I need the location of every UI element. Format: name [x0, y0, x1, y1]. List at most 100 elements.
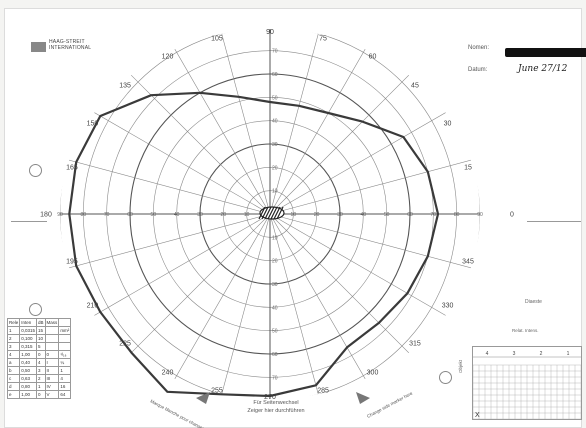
meridian-label-60: 60: [369, 53, 377, 60]
meridian-label-75: 75: [319, 35, 327, 42]
table-cell: ¼: [58, 358, 72, 367]
table-cell: 0,100: [19, 334, 38, 343]
meridian-label-330: 330: [442, 303, 454, 310]
objekt-label: Objekt: [458, 360, 463, 374]
meridian-300: [269, 213, 382, 399]
x-mark: X: [475, 412, 480, 419]
meridian-label-30: 30: [444, 120, 452, 127]
meridian-label-135: 135: [119, 82, 131, 89]
table-cell: 0: [36, 350, 46, 359]
table-cell: IV: [44, 382, 60, 391]
meridian-255: [212, 213, 271, 399]
blind-spot-hatch: [261, 206, 269, 220]
stimulus-table: Rele Inten dB Mass 1 0,0315 15 mm² 2 0,100 10 3 0,31…: [6, 318, 72, 399]
brand-line-2: INTERNATIONAL: [49, 45, 92, 51]
meridian-label-120: 120: [162, 53, 174, 60]
meridian-label-255: 255: [211, 388, 223, 395]
table-cell: ¹/₁₆: [58, 350, 72, 359]
meridian-315: [269, 213, 427, 371]
table-cell: Inten: [19, 318, 38, 327]
table-cell: 4: [36, 358, 46, 367]
table-cell: dB: [36, 318, 46, 327]
h-degree-label-10-right: 10: [291, 212, 297, 218]
v-degree-label-10-up: 10: [272, 189, 278, 195]
meridian-label-165: 165: [66, 164, 78, 171]
brand-line-1: HAAG-STREIT: [49, 39, 85, 45]
table-cell: b: [6, 366, 21, 375]
h-degree-label-30-left: 30: [197, 212, 203, 218]
v-degree-label-60-down: 60: [272, 352, 278, 358]
v-degree-label-70-up: 70: [272, 49, 278, 55]
meridian-75: [269, 29, 328, 215]
table-cell: I: [44, 358, 60, 367]
v-degree-label-30-up: 30: [272, 142, 278, 148]
h-degree-label-30-right: 30: [337, 212, 343, 218]
blind-spot-hatch: [276, 206, 284, 220]
h-degree-label-40-right: 40: [361, 212, 367, 218]
table-cell: II: [44, 366, 60, 375]
table-row: 1 0,0315 15 mm²: [6, 326, 72, 335]
table-cell: c: [6, 374, 21, 383]
v-degree-label-40-up: 40: [272, 119, 278, 125]
table-cell: 4: [58, 374, 72, 383]
blind-spot-hatch: [273, 206, 281, 220]
isopter-line: [68, 91, 440, 398]
meridian-285: [269, 213, 328, 399]
meridian-label-285: 285: [317, 388, 329, 395]
meridian-label-300: 300: [367, 370, 379, 377]
table-cell: Mass: [44, 318, 60, 327]
left-margin-line: [11, 221, 47, 222]
table-cell: e: [6, 390, 21, 399]
punch-hole-top: [29, 164, 42, 177]
meridian-15: [269, 156, 480, 215]
meridian-label-195: 195: [66, 259, 78, 266]
meridian-345: [269, 213, 480, 272]
table-cell: 0: [44, 350, 60, 359]
v-degree-label-20-up: 20: [272, 165, 278, 171]
meridian-240: [158, 213, 271, 399]
v-degree-label-50-down: 50: [272, 329, 278, 335]
table-cell: 5: [36, 342, 46, 351]
scale-number: 3: [513, 351, 516, 357]
h-degree-label-80-right: 80: [454, 212, 460, 218]
table-cell: [44, 326, 60, 335]
table-cell: 3: [6, 342, 21, 351]
v-degree-label-10-down: 10: [272, 235, 278, 241]
meridian-label-270: 270: [264, 394, 276, 401]
table-cell: 64: [58, 390, 72, 399]
v-degree-label-50-up: 50: [272, 95, 278, 101]
table-row: c 0,63 2 III 4: [6, 374, 72, 383]
table-cell: d: [6, 382, 21, 391]
arc-arrow-left: [196, 392, 210, 404]
table-cell: 2: [6, 334, 21, 343]
scale-number: 1: [567, 351, 570, 357]
meridian-label-180: 180: [40, 212, 52, 219]
v-degree-label-70-down: 70: [272, 375, 278, 381]
table-cell: 4: [6, 350, 21, 359]
table-cell: 16: [58, 382, 72, 391]
meridian-label-150: 150: [87, 120, 99, 127]
right-margin-line: [527, 221, 581, 222]
meridian-150: [77, 102, 271, 215]
table-cell: [44, 342, 60, 351]
recording-grid: 4 3 2 1 X: [473, 351, 581, 419]
table-cell: 1: [58, 366, 72, 375]
table-row: a 0,40 4 I ¼: [6, 358, 72, 367]
relat-intens-label: Relat. Intens.: [512, 328, 539, 333]
h-degree-label-70-right: 70: [431, 212, 437, 218]
table-cell: 3: [36, 366, 46, 375]
name-label: Nomen:: [468, 45, 490, 51]
table-cell: 0,315: [19, 342, 38, 351]
table-cell: III: [44, 374, 60, 383]
meridian-195: [60, 213, 271, 272]
table-cell: [58, 318, 72, 327]
meridian-label-315: 315: [409, 341, 421, 348]
diaeste-label: Diaeste: [525, 299, 542, 305]
h-degree-label-70-left: 70: [104, 212, 110, 218]
meridian-label-105: 105: [211, 35, 223, 42]
meridian-135: [113, 57, 271, 215]
blind-spot-hatch: [264, 206, 272, 220]
h-degree-label-10-left: 10: [244, 212, 250, 218]
v-degree-label-40-down: 40: [272, 305, 278, 311]
meridian-label-15: 15: [464, 164, 472, 171]
